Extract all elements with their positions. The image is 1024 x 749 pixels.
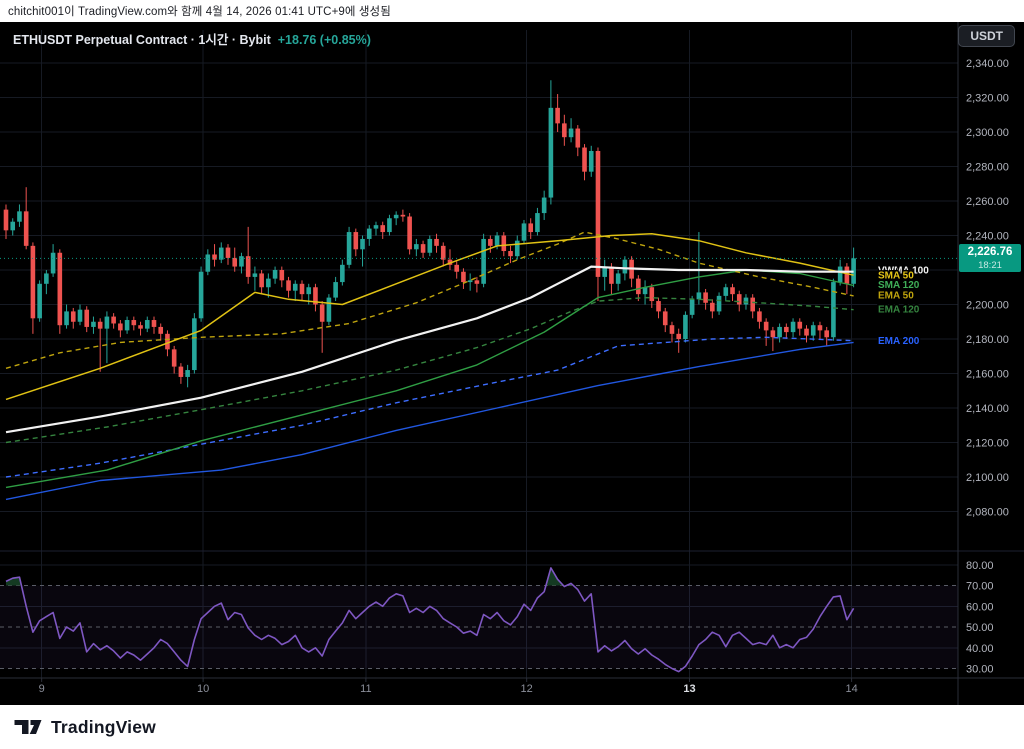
grid-lines [0,30,958,678]
last-price-badge: 2,226.76 18:21 [959,244,1021,272]
svg-text:40.00: 40.00 [966,643,994,655]
svg-text:12: 12 [521,683,533,695]
svg-text:2,280.00: 2,280.00 [966,162,1009,174]
svg-text:80.00: 80.00 [966,560,994,572]
candle-countdown: 18:21 [978,259,1002,271]
rsi-pane[interactable] [0,567,958,673]
symbol-title: ETHUSDT Perpetual Contract · 1시간 · Bybit [13,33,271,47]
attribution-text: chitchit001이 TradingView.com와 함께 4월 14, … [8,6,391,18]
svg-text:2,200.00: 2,200.00 [966,300,1009,312]
svg-text:VWMA 100: VWMA 100 [878,266,929,277]
svg-text:2,160.00: 2,160.00 [966,369,1009,381]
svg-text:EMA 50: EMA 50 [878,291,914,302]
svg-text:2,320.00: 2,320.00 [966,93,1009,105]
svg-text:SMA 50: SMA 50 [878,271,914,282]
rsi-line [5,567,855,673]
svg-text:50.00: 50.00 [966,622,994,634]
svg-text:EMA 120: EMA 120 [878,304,920,315]
svg-text:14: 14 [845,683,857,695]
svg-text:2,100.00: 2,100.00 [966,472,1009,484]
currency-toggle-button[interactable]: USDT [958,25,1015,47]
svg-text:11: 11 [360,683,371,695]
svg-text:13: 13 [683,683,695,695]
chart-legend: ETHUSDT Perpetual Contract · 1시간 · Bybit… [13,29,371,48]
svg-text:2,340.00: 2,340.00 [966,58,1009,70]
tradingview-brand-text[interactable]: TradingView [51,716,156,737]
svg-text:2,120.00: 2,120.00 [966,438,1009,450]
pane-separators [0,22,1024,705]
svg-text:EMA 200: EMA 200 [878,336,920,347]
svg-text:10: 10 [197,683,209,695]
time-axis[interactable]: 9 10 11 12 13 14 [39,678,858,695]
svg-text:9: 9 [39,683,45,695]
svg-text:2,140.00: 2,140.00 [966,403,1009,415]
moving-average-lines [5,231,854,501]
svg-text:2,080.00: 2,080.00 [966,507,1009,519]
svg-text:2,240.00: 2,240.00 [966,231,1009,243]
chart-area: 2,340.00 2,320.00 2,300.00 2,280.00 2,260.00… [0,22,1024,705]
svg-text:2,260.00: 2,260.00 [966,196,1009,208]
svg-text:60.00: 60.00 [966,601,994,613]
svg-text:2,180.00: 2,180.00 [966,334,1009,346]
svg-text:70.00: 70.00 [966,581,994,593]
price-axis[interactable]: 2,340.00 2,320.00 2,300.00 2,280.00 2,260.00… [966,58,1009,676]
tradingview-logo-icon[interactable] [13,715,43,739]
candles-layer [3,80,856,388]
svg-text:SMA 120: SMA 120 [878,280,920,291]
svg-text:2,300.00: 2,300.00 [966,127,1009,139]
attribution-bar: chitchit001이 TradingView.com와 함께 4월 14, … [0,0,1024,22]
footer-bar: TradingView [0,705,1024,749]
price-change: +18.76 (+0.85%) [277,33,371,47]
last-price-value: 2,226.76 [967,246,1013,258]
chart-canvas[interactable]: 2,340.00 2,320.00 2,300.00 2,280.00 2,260.00… [0,22,1024,705]
svg-text:30.00: 30.00 [966,664,994,676]
